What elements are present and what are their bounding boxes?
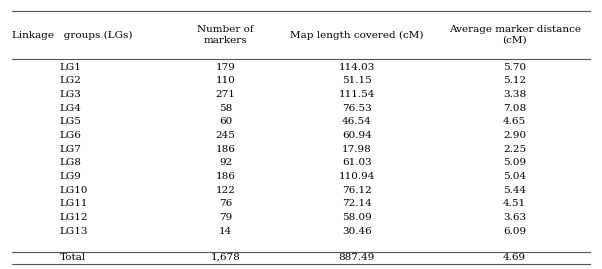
Text: LG9: LG9 bbox=[60, 172, 82, 181]
Text: 5.04: 5.04 bbox=[503, 172, 526, 181]
Text: Number of
markers: Number of markers bbox=[197, 25, 254, 45]
Text: 5.09: 5.09 bbox=[503, 158, 526, 167]
Text: 6.09: 6.09 bbox=[503, 226, 526, 236]
Text: 76: 76 bbox=[219, 199, 232, 208]
Text: LG13: LG13 bbox=[60, 226, 88, 236]
Text: 51.15: 51.15 bbox=[342, 76, 371, 86]
Text: 17.98: 17.98 bbox=[342, 145, 371, 154]
Text: 14: 14 bbox=[219, 226, 232, 236]
Text: 30.46: 30.46 bbox=[342, 226, 371, 236]
Text: 58.09: 58.09 bbox=[342, 213, 371, 222]
Text: 4.65: 4.65 bbox=[503, 117, 526, 126]
Text: 114.03: 114.03 bbox=[338, 63, 375, 72]
Text: LG1: LG1 bbox=[60, 63, 82, 72]
Text: 3.63: 3.63 bbox=[503, 213, 526, 222]
Text: 46.54: 46.54 bbox=[342, 117, 371, 126]
Text: LG4: LG4 bbox=[60, 104, 82, 113]
Text: LG11: LG11 bbox=[60, 199, 88, 208]
Text: 186: 186 bbox=[216, 172, 236, 181]
Text: 5.70: 5.70 bbox=[503, 63, 526, 72]
Text: 79: 79 bbox=[219, 213, 232, 222]
Text: Total: Total bbox=[60, 253, 86, 262]
Text: 5.12: 5.12 bbox=[503, 76, 526, 86]
Text: 5.44: 5.44 bbox=[503, 186, 526, 195]
Text: 122: 122 bbox=[216, 186, 236, 195]
Text: 3.38: 3.38 bbox=[503, 90, 526, 99]
Text: 111.54: 111.54 bbox=[338, 90, 375, 99]
Text: 1,678: 1,678 bbox=[211, 253, 241, 262]
Text: 271: 271 bbox=[216, 90, 236, 99]
Text: Average marker distance
(cM): Average marker distance (cM) bbox=[448, 25, 581, 45]
Text: 887.49: 887.49 bbox=[338, 253, 375, 262]
Text: 58: 58 bbox=[219, 104, 232, 113]
Text: Linkage   groups (LGs): Linkage groups (LGs) bbox=[12, 30, 132, 40]
Text: 2.25: 2.25 bbox=[503, 145, 526, 154]
Text: 60: 60 bbox=[219, 117, 232, 126]
Text: 76.12: 76.12 bbox=[342, 186, 371, 195]
Text: 60.94: 60.94 bbox=[342, 131, 371, 140]
Text: 110: 110 bbox=[216, 76, 236, 86]
Text: LG5: LG5 bbox=[60, 117, 82, 126]
Text: LG6: LG6 bbox=[60, 131, 82, 140]
Text: LG8: LG8 bbox=[60, 158, 82, 167]
Text: 4.69: 4.69 bbox=[503, 253, 526, 262]
Text: LG10: LG10 bbox=[60, 186, 88, 195]
Text: 72.14: 72.14 bbox=[342, 199, 371, 208]
Text: 92: 92 bbox=[219, 158, 232, 167]
Text: 4.51: 4.51 bbox=[503, 199, 526, 208]
Text: LG2: LG2 bbox=[60, 76, 82, 86]
Text: 186: 186 bbox=[216, 145, 236, 154]
Text: 61.03: 61.03 bbox=[342, 158, 371, 167]
Text: 2.90: 2.90 bbox=[503, 131, 526, 140]
Text: LG7: LG7 bbox=[60, 145, 82, 154]
Text: LG3: LG3 bbox=[60, 90, 82, 99]
Text: 179: 179 bbox=[216, 63, 236, 72]
Text: LG12: LG12 bbox=[60, 213, 88, 222]
Text: 245: 245 bbox=[216, 131, 236, 140]
Text: 76.53: 76.53 bbox=[342, 104, 371, 113]
Text: Map length covered (cM): Map length covered (cM) bbox=[290, 30, 423, 40]
Text: 110.94: 110.94 bbox=[338, 172, 375, 181]
Text: 7.08: 7.08 bbox=[503, 104, 526, 113]
